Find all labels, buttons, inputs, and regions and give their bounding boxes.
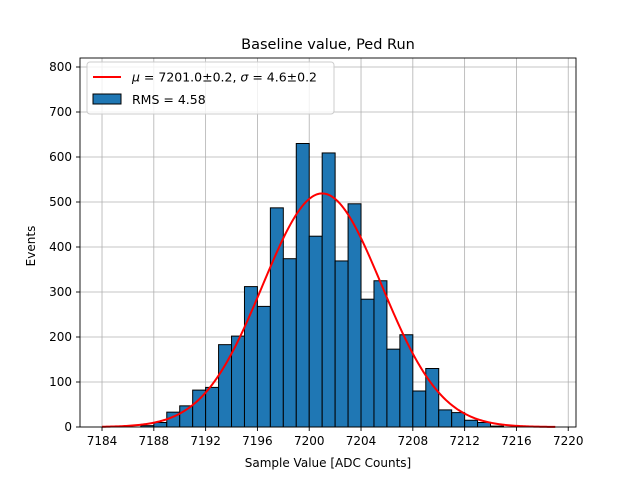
y-tick-label: 700 bbox=[49, 105, 72, 119]
x-axis-title: Sample Value [ADC Counts] bbox=[245, 456, 411, 470]
histogram-bar bbox=[334, 260, 349, 428]
x-tick-label: 7204 bbox=[346, 434, 377, 448]
y-tick-label: 100 bbox=[49, 375, 72, 389]
histogram-bar bbox=[243, 286, 258, 428]
plot-frame bbox=[79, 57, 577, 428]
x-tick-label: 7220 bbox=[553, 434, 584, 448]
y-tick-label: 600 bbox=[49, 150, 72, 164]
y-tick-label: 800 bbox=[49, 60, 72, 74]
legend-hist-label: RMS = 4.58 bbox=[132, 92, 206, 107]
histogram-bar bbox=[295, 143, 310, 428]
x-tick-label: 7188 bbox=[139, 434, 170, 448]
x-tick-label: 7192 bbox=[190, 434, 221, 448]
axis-ticks: 7184 7188 7192 7196 7200 7204 7208 7212 7216 7220… bbox=[49, 60, 583, 448]
histogram-bar bbox=[256, 305, 271, 428]
histogram-bar bbox=[386, 348, 401, 428]
x-tick-label: 7196 bbox=[242, 434, 273, 448]
histogram-bar bbox=[373, 280, 388, 428]
histogram-bars bbox=[140, 143, 504, 428]
gaussian-fit bbox=[102, 192, 556, 428]
legend-hist-swatch bbox=[92, 93, 122, 105]
fit-curve bbox=[102, 192, 556, 428]
histogram-bar bbox=[282, 258, 297, 428]
x-tick-label: 7184 bbox=[87, 434, 118, 448]
histogram-bar bbox=[451, 412, 466, 428]
legend-fit-label: μ = 7201.0±0.2, σ = 4.6±0.2 bbox=[131, 70, 317, 85]
y-tick-label: 0 bbox=[64, 420, 72, 434]
y-tick-label: 500 bbox=[49, 195, 72, 209]
chart-title: Baseline value, Ped Run bbox=[241, 37, 415, 53]
histogram-bar bbox=[438, 409, 453, 428]
histogram-bar bbox=[205, 386, 220, 428]
y-axis-title: Events bbox=[24, 226, 38, 267]
x-tick-label: 7212 bbox=[449, 434, 480, 448]
y-tick-label: 300 bbox=[49, 285, 72, 299]
legend: μ = 7201.0±0.2, σ = 4.6±0.2 RMS = 4.58 bbox=[86, 61, 335, 115]
legend-box bbox=[86, 61, 335, 115]
x-tick-label: 7200 bbox=[294, 434, 325, 448]
y-tick-label: 400 bbox=[49, 240, 72, 254]
x-tick-label: 7216 bbox=[501, 434, 532, 448]
histogram-bar bbox=[412, 390, 427, 428]
y-tick-label: 200 bbox=[49, 330, 72, 344]
histogram-bar bbox=[360, 298, 375, 428]
x-tick-label: 7208 bbox=[398, 434, 429, 448]
histogram-bar bbox=[308, 235, 323, 428]
histogram-bar bbox=[464, 419, 479, 428]
histogram-bar bbox=[347, 203, 362, 428]
